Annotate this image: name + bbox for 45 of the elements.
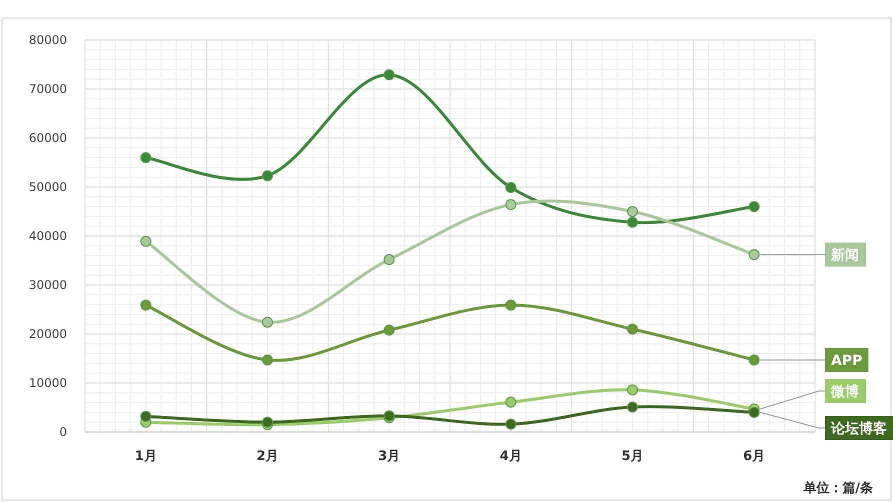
point	[384, 254, 395, 266]
point	[384, 324, 395, 336]
point	[262, 416, 273, 428]
y-tick-label: 50000	[28, 180, 67, 194]
x-tick-label: 5月	[621, 449, 644, 464]
text: APP	[831, 352, 862, 369]
point	[627, 324, 638, 335]
point	[262, 170, 273, 182]
point	[262, 316, 273, 328]
point	[748, 249, 760, 260]
y-tick-label: 80000	[28, 33, 67, 47]
x-tick-label: 3月	[378, 449, 400, 464]
point	[505, 418, 516, 430]
y-tick-label: 30000	[28, 278, 67, 292]
point	[627, 384, 638, 396]
point	[505, 396, 516, 408]
x-tick-label: 4月	[500, 449, 522, 464]
text: 论坛博客	[830, 420, 887, 437]
point	[384, 69, 395, 80]
point	[627, 216, 638, 228]
x-tick-label: 1月	[134, 449, 157, 464]
point	[262, 354, 273, 366]
point	[505, 300, 516, 311]
point	[627, 206, 638, 217]
y-tick-label: 10000	[28, 376, 67, 390]
text: 单位：篇/条	[802, 480, 873, 496]
point	[627, 402, 638, 413]
y-tick-label: 0	[59, 425, 67, 439]
x-tick-label: 2月	[256, 449, 279, 464]
text: 微博	[830, 384, 859, 400]
point	[140, 410, 152, 422]
point	[140, 152, 152, 164]
y-tick-label: 60000	[28, 131, 67, 145]
x-tick-label: 6月	[743, 449, 766, 464]
point	[140, 300, 152, 311]
text: 新闻	[830, 246, 859, 264]
point	[505, 182, 516, 193]
point	[748, 201, 760, 212]
point	[748, 406, 760, 418]
point	[140, 236, 152, 247]
y-tick-label: 20000	[28, 327, 67, 341]
point	[505, 199, 516, 210]
point	[748, 354, 760, 366]
y-tick-label: 70000	[28, 82, 67, 96]
y-tick-label: 40000	[28, 229, 67, 243]
